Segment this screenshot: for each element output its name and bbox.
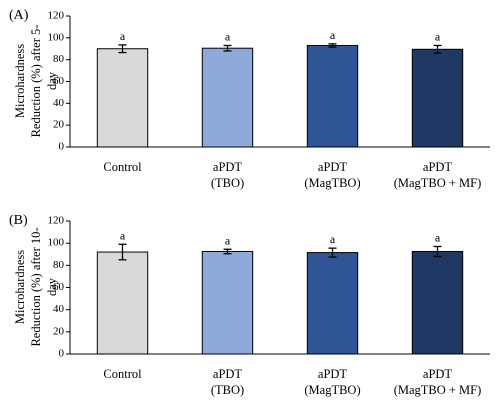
y-tick-label: 120 <box>48 215 65 227</box>
significance-label: a <box>435 230 441 244</box>
y-axis-label: Microhardness Reduction (%) after 10- day <box>13 227 59 346</box>
bar <box>96 48 149 148</box>
y-tick-label: 60 <box>53 75 65 87</box>
significance-label: a <box>120 228 126 242</box>
y-axis-label-line: Microhardness <box>13 44 27 118</box>
bar <box>411 48 464 148</box>
y-tick-label: 100 <box>48 31 65 43</box>
x-tick-label-line: Control <box>103 160 142 174</box>
x-tick-label-line: (MagTBO) <box>304 383 360 397</box>
x-tick-label-line: (MagTBO + MF) <box>394 383 482 397</box>
bar <box>201 47 254 148</box>
x-tick-label-line: aPDT <box>423 367 453 381</box>
significance-label: a <box>330 232 336 246</box>
x-tick-label: aPDT (MagTBO) <box>304 160 360 190</box>
x-tick-label-line: aPDT <box>213 367 243 381</box>
x-tick-label-line: (TBO) <box>211 176 244 190</box>
x-tick-label-line: (MagTBO + MF) <box>394 176 482 190</box>
bar <box>201 250 254 355</box>
x-tick-label-line: aPDT <box>318 160 348 174</box>
bar <box>306 44 359 148</box>
x-tick-label-line: aPDT <box>423 160 453 174</box>
x-tick-label-line: aPDT <box>213 160 243 174</box>
y-tick-label: 120 <box>48 10 65 22</box>
x-tick-label-line: (MagTBO) <box>304 176 360 190</box>
significance-label: a <box>225 29 231 43</box>
y-tick-label: 20 <box>53 325 65 337</box>
y-axis-label-line: day <box>45 71 59 90</box>
bar <box>96 251 149 355</box>
significance-label: a <box>330 28 336 42</box>
y-tick-label: 40 <box>53 97 65 109</box>
bar <box>411 250 464 355</box>
x-tick-label: aPDT (MagTBO + MF) <box>394 367 482 397</box>
y-tick-label: 80 <box>53 53 65 65</box>
y-axis-label-line: day <box>45 277 59 296</box>
chart-panel-1: (A) 0 20 40 60 80 100 120 Microhardness Reduction… <box>9 8 490 190</box>
y-tick-label: 0 <box>59 141 65 153</box>
y-tick-label: 0 <box>59 348 65 360</box>
x-tick-label: aPDT (TBO) <box>211 160 244 190</box>
y-axis-label-line: Microhardness <box>13 250 27 324</box>
x-tick-label-line: Control <box>103 367 142 381</box>
x-tick-label: aPDT (MagTBO + MF) <box>394 160 482 190</box>
x-tick-label-line: aPDT <box>318 367 348 381</box>
x-tick-label: aPDT (TBO) <box>211 367 244 397</box>
panel-label: (B) <box>9 213 28 228</box>
bar <box>306 252 359 355</box>
significance-label: a <box>225 233 231 247</box>
panel-label: (A) <box>9 8 29 23</box>
y-tick-label: 100 <box>48 237 65 249</box>
y-tick-label: 40 <box>53 303 65 315</box>
y-tick-label: 60 <box>53 281 65 293</box>
significance-label: a <box>435 29 441 43</box>
y-tick-label: 20 <box>53 119 65 131</box>
y-axis-label: Microhardness Reduction (%) after 5- day <box>13 25 59 138</box>
y-axis-label-line: Reduction (%) after 10- <box>29 227 43 346</box>
x-tick-label: Control <box>103 367 142 381</box>
significance-label: a <box>120 29 126 43</box>
y-tick-label: 80 <box>53 259 65 271</box>
x-tick-label: aPDT (MagTBO) <box>304 367 360 397</box>
x-tick-label: Control <box>103 160 142 174</box>
x-tick-label-line: (TBO) <box>211 383 244 397</box>
y-axis-label-line: Reduction (%) after 5- <box>29 25 43 138</box>
